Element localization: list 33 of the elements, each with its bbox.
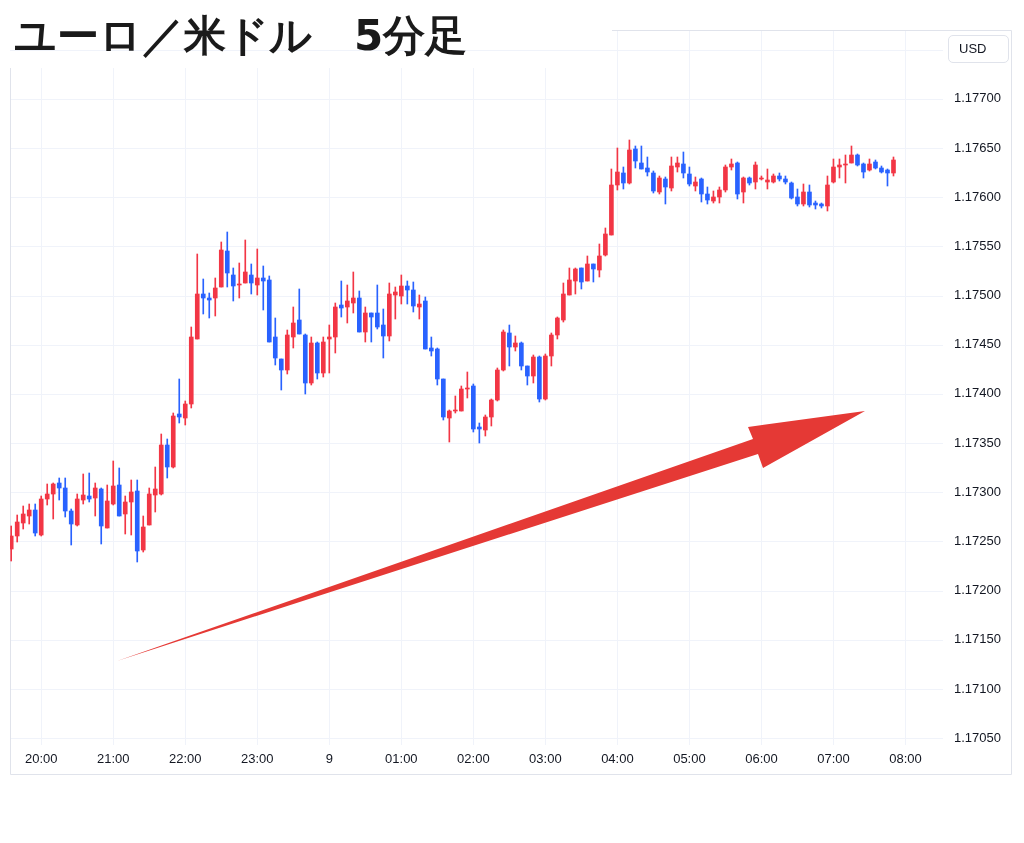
x-tick-label: 22:00 xyxy=(168,751,202,767)
candlestick xyxy=(405,280,410,305)
x-tick-label: 21:00 xyxy=(96,751,130,767)
y-axis-title: USD xyxy=(948,35,1009,63)
y-tick-label: 1.17200 xyxy=(954,582,1001,598)
y-tick-label: 1.17450 xyxy=(954,336,1001,352)
y-tick-label: 1.17600 xyxy=(954,188,1001,204)
x-tick-label: 02:00 xyxy=(457,751,490,767)
x-tick-label: 08:00 xyxy=(889,751,922,767)
x-tick-label: 05:00 xyxy=(673,751,706,767)
y-tick-label: 1.17350 xyxy=(954,434,1001,450)
y-tick-label: 1.17150 xyxy=(954,631,1001,647)
y-tick-label: 1.17550 xyxy=(954,237,1001,253)
x-tick-label: 9 xyxy=(325,751,333,767)
x-tick-label: 07:00 xyxy=(817,751,850,767)
x-tick-label: 20:00 xyxy=(24,751,58,767)
y-tick-label: 1.17250 xyxy=(954,532,1001,548)
y-tick-label: 1.17700 xyxy=(954,90,1001,106)
candlestick xyxy=(200,278,206,315)
x-tick-label: 23:00 xyxy=(241,751,274,767)
y-tick-label: 1.17400 xyxy=(954,385,1001,401)
y-tick-label: 1.17300 xyxy=(954,483,1001,499)
y-tick-label: 1.17050 xyxy=(954,729,1001,745)
x-tick-label: 03:00 xyxy=(529,751,562,767)
x-tick-label: 01:00 xyxy=(385,751,418,767)
y-tick-label: 1.17500 xyxy=(954,287,1001,303)
y-tick-label: 1.17100 xyxy=(954,680,1001,696)
candlestick xyxy=(128,479,134,536)
x-tick-label: 04:00 xyxy=(601,751,634,767)
x-tick-label: 06:00 xyxy=(745,751,778,767)
chart-title: ユーロ／米ドル 5分足 xyxy=(14,11,468,60)
candlestick xyxy=(254,248,260,296)
y-tick-label: 1.17650 xyxy=(954,139,1001,155)
